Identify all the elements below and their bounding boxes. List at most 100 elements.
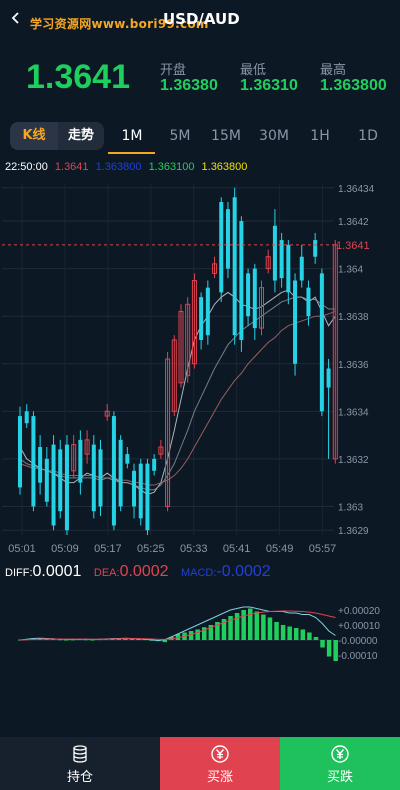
candle bbox=[125, 447, 130, 469]
macd-bar bbox=[307, 632, 312, 640]
macd-bar bbox=[202, 627, 207, 640]
tab-kline[interactable]: K线 bbox=[10, 122, 58, 150]
tab-interval-1h[interactable]: 1H bbox=[310, 128, 330, 144]
candle bbox=[286, 240, 291, 305]
macd-bar bbox=[234, 613, 240, 640]
buy-down-label: 买跌 bbox=[326, 770, 353, 785]
candle bbox=[145, 458, 150, 535]
candle bbox=[313, 232, 318, 264]
macd-bar bbox=[294, 628, 299, 640]
x-tick-label: 05:25 bbox=[137, 543, 165, 555]
dea-value: 0.0002 bbox=[119, 563, 169, 580]
macd-bar bbox=[188, 631, 194, 640]
buy-up-button[interactable]: 买涨 bbox=[160, 737, 280, 790]
tab-trend[interactable]: 走势 bbox=[58, 122, 104, 150]
candle bbox=[265, 249, 271, 274]
x-tick-label: 05:33 bbox=[180, 543, 208, 555]
candle bbox=[51, 435, 56, 531]
candle bbox=[191, 273, 197, 369]
active-tab-underline bbox=[108, 152, 155, 154]
ma-line bbox=[19, 310, 336, 486]
tab-interval-1d[interactable]: 1D bbox=[358, 128, 378, 144]
holdings-label: 持仓 bbox=[66, 770, 93, 785]
back-arrow-icon[interactable] bbox=[10, 12, 22, 24]
candle bbox=[272, 209, 277, 293]
coin-stack-icon bbox=[73, 745, 87, 763]
macd-bar bbox=[261, 614, 266, 640]
x-tick-label: 05:57 bbox=[309, 543, 337, 555]
macd-bar bbox=[267, 617, 273, 640]
macd-bar bbox=[274, 622, 279, 640]
macd-value: -0.0002 bbox=[216, 563, 271, 580]
macd-bar bbox=[254, 611, 260, 640]
candle bbox=[58, 439, 63, 519]
candle bbox=[232, 187, 237, 345]
macd-tick-label: +0.00020 bbox=[338, 606, 380, 617]
y-tick-label: 1.364 bbox=[338, 265, 363, 276]
candle bbox=[84, 430, 90, 464]
y-tick-label: 1.3629 bbox=[338, 526, 369, 537]
candle bbox=[118, 435, 123, 512]
diff-label: DIFF: bbox=[5, 567, 33, 579]
candle bbox=[219, 197, 224, 302]
macd-bar bbox=[162, 640, 168, 643]
candle bbox=[259, 280, 264, 336]
legend-value-2: 1.363800 bbox=[95, 161, 142, 173]
low-label: 最低 bbox=[240, 63, 267, 78]
macd-chart[interactable]: +0.00020 +0.00010 -0.00000 -0.00010 bbox=[0, 590, 400, 670]
x-tick-label: 05:49 bbox=[266, 543, 294, 555]
candle bbox=[332, 240, 338, 464]
watermark-text: 学习资源网www.bori99.com bbox=[30, 17, 209, 31]
candle bbox=[279, 232, 284, 288]
y-tick-label: 1.3636 bbox=[338, 360, 369, 371]
candle bbox=[38, 435, 43, 495]
header-bar: 学习资源网www.bori99.com USD/AUD bbox=[0, 0, 400, 42]
macd-bar bbox=[300, 629, 306, 640]
diff-value: 0.0001 bbox=[32, 563, 82, 580]
candle bbox=[18, 406, 22, 495]
candle bbox=[205, 280, 210, 345]
high-value: 1.363800 bbox=[320, 77, 387, 94]
candle bbox=[64, 435, 69, 535]
open-value: 1.36380 bbox=[160, 77, 218, 94]
buy-up-label: 买涨 bbox=[206, 770, 233, 785]
chart-tabs: K线 走势 1M 5M 15M 30M 1H 1D bbox=[0, 118, 400, 154]
y-tick-label: 1.3642 bbox=[338, 217, 369, 228]
candle bbox=[165, 351, 171, 512]
macd-bar bbox=[57, 639, 62, 641]
legend-value-3: 1.363100 bbox=[148, 161, 195, 173]
tab-interval-1m[interactable]: 1M bbox=[121, 128, 143, 144]
candle bbox=[152, 454, 157, 476]
macd-bar bbox=[195, 629, 200, 640]
candle bbox=[158, 439, 164, 459]
x-tick-label: 05:17 bbox=[94, 543, 122, 555]
macd-bar bbox=[248, 608, 253, 640]
y-tick-label: 1.3632 bbox=[338, 455, 369, 466]
tab-interval-30m[interactable]: 30M bbox=[259, 128, 289, 144]
candlestick-chart[interactable]: 1.36434 1.3642 1.364 1.3638 1.3636 1.3634 1.36… bbox=[0, 175, 400, 557]
macd-bar bbox=[333, 640, 338, 661]
macd-bar bbox=[221, 619, 227, 640]
buy-down-button[interactable]: 买跌 bbox=[280, 737, 400, 790]
candle bbox=[212, 256, 218, 279]
bottom-action-bar: 持仓 买涨 买跌 bbox=[0, 737, 400, 790]
candle bbox=[104, 404, 110, 421]
tab-interval-5m[interactable]: 5M bbox=[169, 128, 191, 144]
y-tick-label: 1.3638 bbox=[338, 312, 369, 323]
macd-tick-label: -0.00010 bbox=[338, 651, 378, 662]
y-tick-label: 1.363 bbox=[338, 502, 363, 513]
candle bbox=[78, 430, 83, 495]
candle bbox=[252, 263, 257, 340]
legend-value-1: 1.3641 bbox=[54, 161, 89, 173]
open-label: 开盘 bbox=[160, 63, 187, 78]
macd-tick-label: -0.00000 bbox=[338, 636, 378, 647]
candle bbox=[132, 463, 137, 519]
tab-interval-15m[interactable]: 15M bbox=[211, 128, 241, 144]
candle bbox=[246, 268, 251, 326]
macd-bar bbox=[287, 626, 292, 640]
macd-bar bbox=[280, 625, 286, 640]
yen-up-icon bbox=[211, 745, 229, 763]
holdings-button[interactable]: 持仓 bbox=[0, 737, 160, 790]
macd-label: MACD: bbox=[180, 567, 217, 579]
macd-dea-line bbox=[19, 610, 336, 641]
